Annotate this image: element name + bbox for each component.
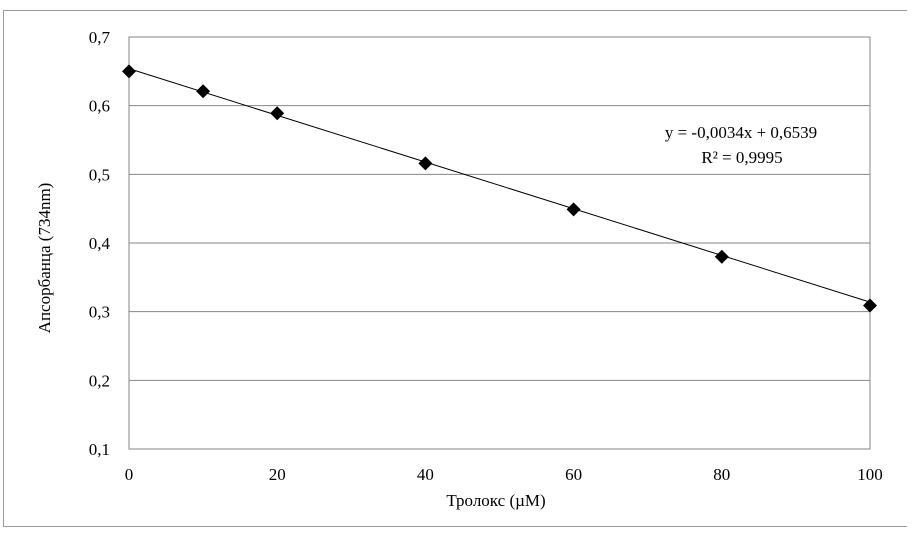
plot-area [128, 36, 871, 450]
y-axis-title: Апсорбанца (734nm) [35, 183, 54, 334]
x-tick-label: 40 [417, 465, 434, 484]
y-tick-label: 0,5 [89, 165, 110, 184]
gridlines [129, 36, 870, 450]
x-tick-label: 20 [269, 465, 286, 484]
data-points [122, 64, 877, 313]
y-tick-label: 0,7 [89, 28, 111, 47]
x-axis-title: Тролокс (µM) [446, 491, 545, 510]
y-tick-labels: 0,1 0,2 0,3 0,4 0,5 0,6 0,7 [89, 28, 111, 459]
x-tick-label: 0 [125, 465, 134, 484]
trendline-equation: y = -0,0034x + 0,6539 [665, 123, 817, 142]
trendline [128, 68, 871, 303]
data-point [863, 298, 877, 313]
data-point [566, 202, 581, 217]
x-tick-label: 60 [565, 465, 582, 484]
y-tick-label: 0,2 [89, 371, 110, 390]
y-tick-label: 0,3 [89, 303, 110, 322]
y-tick-label: 0,6 [89, 97, 110, 116]
data-point [196, 84, 211, 99]
chart-frame [3, 10, 907, 527]
x-tick-labels: 0 20 40 60 80 100 [125, 465, 883, 484]
y-tick-label: 0,4 [89, 234, 111, 253]
data-point [418, 156, 433, 171]
x-tick-label: 80 [713, 465, 730, 484]
y-tick-label: 0,1 [89, 440, 110, 459]
data-point [714, 249, 729, 264]
r-squared-label: R² = 0,9995 [701, 148, 782, 167]
data-point [270, 106, 285, 121]
x-tick-label: 100 [857, 465, 883, 484]
data-point [122, 64, 136, 79]
